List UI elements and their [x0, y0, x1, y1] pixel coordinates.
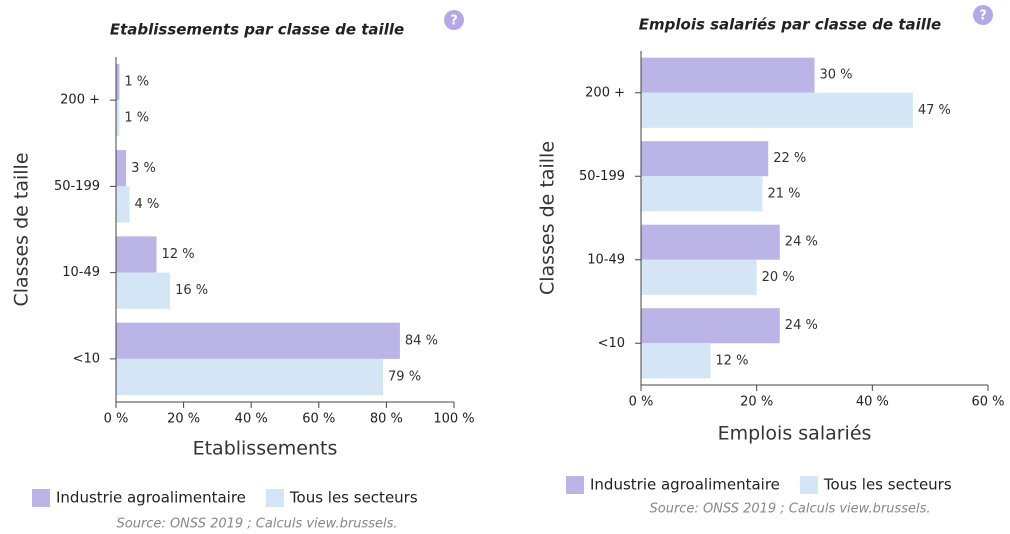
value-label: 12 % [162, 247, 195, 262]
bar [641, 141, 769, 177]
y-axis-label: Classes de taille [11, 152, 33, 306]
value-label: 12 % [715, 353, 748, 368]
value-label: 4 % [135, 197, 160, 212]
bar [116, 358, 384, 396]
value-label: 30 % [820, 68, 853, 83]
value-label: 47 % [918, 103, 951, 118]
x-tick-label: 40 % [235, 412, 268, 427]
value-label: 1 % [124, 75, 149, 90]
value-label: 22 % [773, 151, 806, 166]
bar [641, 308, 780, 344]
y-tick-label: 10-49 [587, 252, 625, 267]
bar [116, 100, 120, 137]
value-label: 21 % [767, 186, 800, 201]
x-tick-label: 0 % [104, 412, 129, 427]
value-label: 16 % [175, 283, 208, 298]
x-tick-label: 20 % [740, 395, 773, 410]
help-icon[interactable]: ? [444, 10, 464, 30]
y-tick-label: <10 [73, 351, 100, 366]
x-tick-label: 0 % [629, 395, 654, 410]
value-label: 1 % [124, 111, 149, 126]
x-tick-label: 60 % [971, 395, 1004, 410]
value-label: 84 % [405, 333, 438, 348]
y-tick-label: 200 + [60, 93, 100, 108]
bar [641, 343, 711, 379]
chart-title: Emplois salariés par classe de taille [639, 16, 941, 34]
bar [116, 236, 157, 273]
legend-label: Tous les secteurs [289, 489, 418, 507]
svg-text:?: ? [450, 14, 458, 29]
y-tick-label: <10 [598, 336, 625, 351]
y-tick-label: 50-199 [579, 169, 625, 184]
y-tick-label: 50-199 [54, 179, 100, 194]
legend-label: Industrie agroalimentaire [590, 476, 780, 494]
bar [641, 176, 763, 212]
bar [641, 224, 780, 260]
svg-text:?: ? [979, 9, 987, 24]
bar [116, 186, 130, 223]
legend-label: Tous les secteurs [823, 476, 952, 494]
legend-swatch [566, 476, 584, 494]
x-tick-label: 40 % [856, 395, 889, 410]
legend-label: Industrie agroalimentaire [56, 489, 246, 507]
x-axis-label: Emplois salariés [718, 423, 872, 445]
value-label: 24 % [785, 235, 818, 250]
help-icon[interactable]: ? [973, 5, 993, 25]
y-tick-label: 200 + [585, 85, 625, 100]
bar [116, 150, 127, 187]
y-tick-label: 10-49 [62, 265, 100, 280]
legend-swatch [799, 476, 818, 494]
bar [116, 63, 120, 101]
bar [641, 92, 913, 128]
x-tick-label: 20 % [167, 412, 200, 427]
legend-swatch [32, 489, 50, 507]
legend-swatch [265, 489, 284, 507]
source: Source: ONSS 2019 ; Calculs view.brussel… [117, 517, 398, 532]
value-label: 24 % [785, 318, 818, 333]
bar [116, 322, 400, 359]
value-label: 20 % [762, 270, 795, 285]
value-label: 79 % [388, 369, 421, 384]
value-label: 3 % [131, 161, 156, 176]
x-tick-label: 60 % [302, 412, 335, 427]
bar [641, 259, 757, 295]
bar [641, 57, 815, 93]
x-tick-label: 80 % [370, 412, 403, 427]
bar [116, 272, 171, 309]
y-axis-label: Classes de taille [537, 141, 559, 295]
x-tick-label: 100 % [433, 412, 474, 427]
source: Source: ONSS 2019 ; Calculs view.brussel… [650, 502, 931, 517]
x-axis-label: Etablissements [193, 438, 338, 460]
chart-title: Etablissements par classe de taille [110, 21, 404, 39]
